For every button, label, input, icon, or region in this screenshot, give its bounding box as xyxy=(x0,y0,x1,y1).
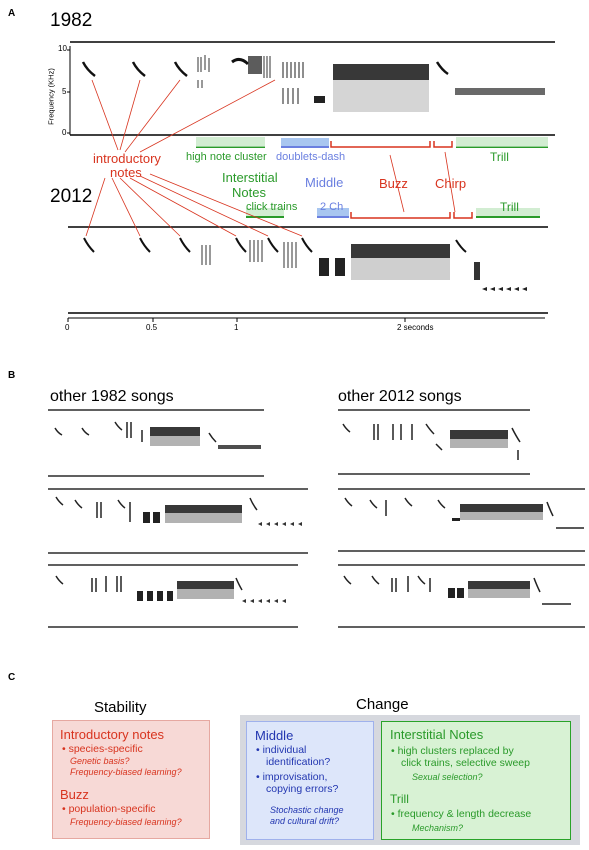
intro-bullet-1-text: species-specific xyxy=(68,743,143,755)
other-2012-songs-title: other 2012 songs xyxy=(338,388,462,405)
interstitial-notes-label-2: Notes xyxy=(232,185,266,200)
buzz-bullet: • population-specific xyxy=(62,803,156,815)
click-trains-label: click trains xyxy=(246,201,298,213)
buzz-box-title: Buzz xyxy=(60,787,89,802)
middle-bullet-1-line-2: identification? xyxy=(266,756,331,768)
interstitial-bullet-1-line-2: click trains, selective sweep xyxy=(401,757,530,769)
x-tick-0: 0 xyxy=(65,323,70,332)
year-1982-label: 1982 xyxy=(50,10,93,31)
trill-bullet: • frequency & length decrease xyxy=(391,808,532,820)
doublets-dash-label: doublets-dash xyxy=(276,151,346,163)
intro-note-1: Genetic basis? xyxy=(70,756,130,766)
middle-box xyxy=(246,721,374,840)
chirp-label: Chirp xyxy=(435,176,467,191)
y-tick-5: 5 xyxy=(62,87,67,96)
interstitial-bullet-1-l1: high clusters replaced by xyxy=(397,745,514,757)
interstitial-note: Sexual selection? xyxy=(412,772,483,782)
y-tick-10: 10 xyxy=(58,44,67,53)
panel-a-label: A xyxy=(8,8,16,19)
trill-label-top: Trill xyxy=(490,150,509,164)
interstitial-box xyxy=(381,721,571,840)
buzz-label: Buzz xyxy=(379,176,408,191)
y-tick-0: 0 xyxy=(62,128,67,137)
interstitial-box-title: Interstitial Notes xyxy=(390,727,484,742)
x-tick-0-5: 0.5 xyxy=(146,323,158,332)
change-title: Change xyxy=(356,696,409,713)
panel-c-label: C xyxy=(8,672,16,683)
2ch-label: 2 Ch xyxy=(320,201,344,213)
panel-b-label: B xyxy=(8,370,16,381)
trill-label-bottom: Trill xyxy=(500,200,519,214)
middle-bullet-2: • improvisation, xyxy=(256,771,328,783)
trill-bullet-text: frequency & length decrease xyxy=(397,808,532,820)
middle-bullet-2-line-2: copying errors? xyxy=(266,783,339,795)
intro-notes-label-2: notes xyxy=(110,165,142,180)
trill-box-title: Trill xyxy=(390,792,409,806)
buzz-note: Frequency-biased learning? xyxy=(70,817,182,827)
interstitial-bullet-1: • high clusters replaced by xyxy=(391,745,514,757)
x-tick-2-seconds: 2 seconds xyxy=(397,323,434,332)
trill-note: Mechanism? xyxy=(412,823,464,833)
middle-bullet-1-l1: individual xyxy=(262,744,307,756)
other-1982-songs-title: other 1982 songs xyxy=(50,388,174,405)
year-2012-label: 2012 xyxy=(50,186,93,207)
x-tick-1: 1 xyxy=(234,323,239,332)
middle-note-2: and cultural drift? xyxy=(270,816,340,826)
middle-label: Middle xyxy=(305,175,344,190)
stability-title: Stability xyxy=(94,699,147,716)
middle-bullet-2-l1: improvisation, xyxy=(262,771,328,783)
high-note-cluster-label: high note cluster xyxy=(186,151,267,163)
buzz-bullet-text: population-specific xyxy=(68,803,156,815)
middle-bullet-1: • individual xyxy=(256,744,307,756)
intro-bullet-1: • species-specific xyxy=(62,743,143,755)
intro-notes-label-1: introductory xyxy=(93,151,161,166)
stability-box xyxy=(52,720,210,839)
middle-box-title: Middle xyxy=(255,728,294,743)
interstitial-notes-label-1: Interstitial xyxy=(222,170,278,185)
intro-note-2: Frequency-biased learning? xyxy=(70,767,182,777)
intro-box-title: Introductory notes xyxy=(60,727,165,742)
middle-note-1: Stochastic change xyxy=(270,805,344,815)
